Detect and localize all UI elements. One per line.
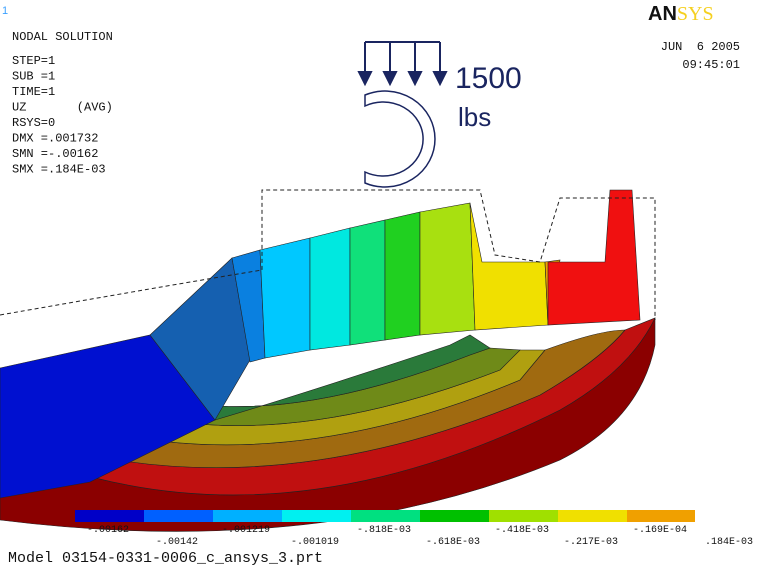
legend-label: .184E-03	[705, 537, 753, 548]
legend-label: -.418E-03	[495, 525, 549, 536]
info-line: SMN =-.00162	[12, 147, 98, 161]
info-line: STEP=1	[12, 54, 55, 68]
info-line: TIME=1	[12, 85, 55, 99]
time: 09:45:01	[682, 58, 740, 72]
legend-bar	[75, 510, 695, 522]
info-line: UZ (AVG)	[12, 101, 113, 115]
info-line: SUB =1	[12, 70, 55, 84]
legend-label: -.00142	[156, 537, 198, 548]
logo: ANSYS	[648, 3, 714, 25]
load-unit: lbs	[458, 102, 491, 132]
viewport-id: 1	[2, 5, 8, 17]
legend-label: -.217E-03	[564, 537, 618, 548]
info-title: NODAL SOLUTION	[12, 30, 113, 44]
load-value: 1500	[455, 62, 522, 95]
date: JUN 6 2005	[661, 40, 740, 54]
info-line: RSYS=0	[12, 116, 55, 130]
ansys-screen: 1 ANSYS NODAL SOLUTION STEP=1 SUB =1TIME=…	[0, 0, 759, 569]
legend-label: -.169E-04	[633, 525, 687, 536]
legend-label: -.001019	[291, 537, 339, 548]
legend-label: -.618E-03	[426, 537, 480, 548]
legend-label: -.001219	[222, 525, 270, 536]
logo-sys: SYS	[677, 3, 714, 25]
legend-label: -.818E-03	[357, 525, 411, 536]
logo-an: AN	[648, 3, 677, 25]
info-line: SMX =.184E-03	[12, 163, 106, 177]
caption: Model 03154-0331-0006_c_ansys_3.prt	[8, 550, 323, 567]
info-line: DMX =.001732	[12, 132, 98, 146]
legend-label: -.00162	[87, 525, 129, 536]
